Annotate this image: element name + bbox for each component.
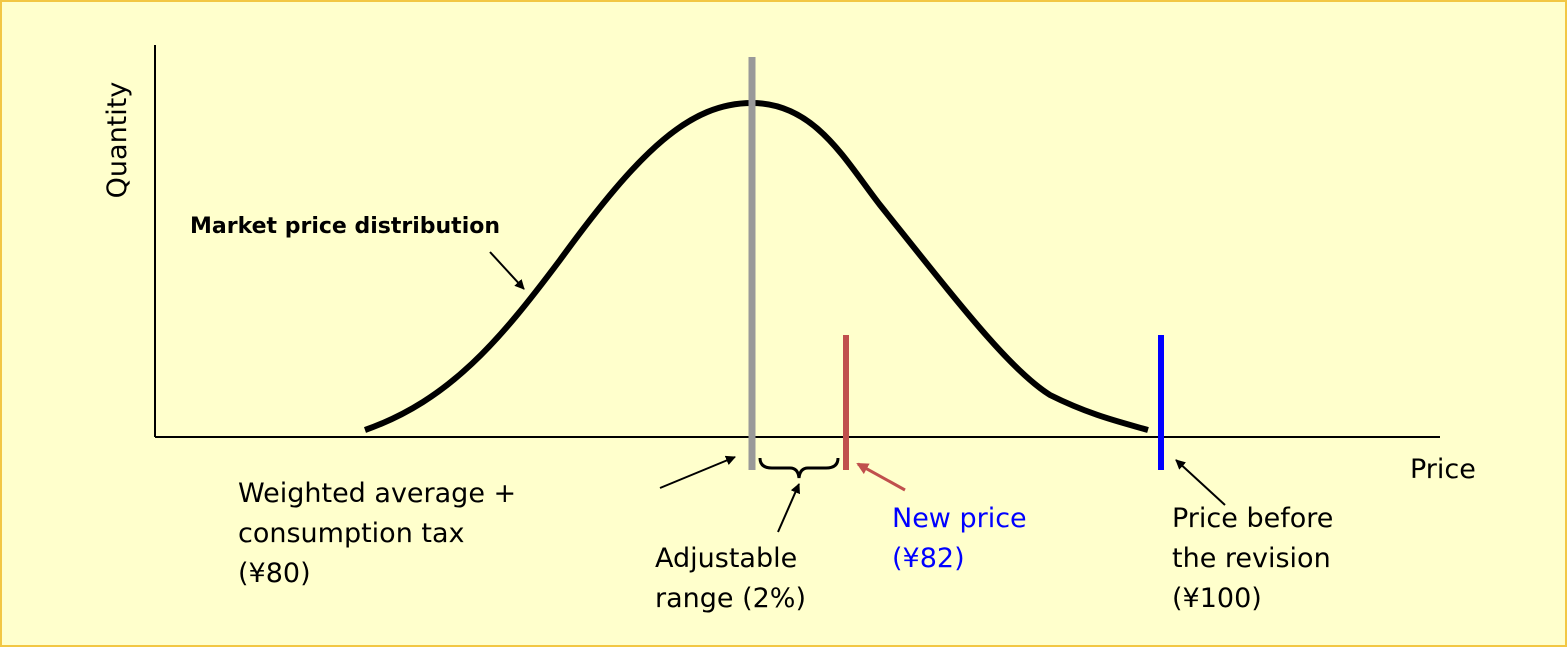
arrow	[659, 455, 736, 489]
x-axis-label: Price	[1410, 454, 1476, 485]
y-axis-label: Quantity	[102, 82, 133, 199]
annotation-line: New price	[892, 503, 1027, 534]
annotation-line: (¥100)	[1172, 583, 1262, 614]
arrow	[489, 251, 525, 290]
annotation: Adjustable range (2%)	[655, 543, 806, 614]
arrow	[1175, 459, 1226, 506]
curve-label: Market price distribution	[190, 214, 500, 239]
distribution-curve	[364, 99, 1149, 433]
annotation-line: the revision	[1172, 543, 1331, 574]
annotation: New price (¥82)	[892, 503, 1035, 574]
annotation: Price before the revision (¥100)	[1172, 503, 1342, 614]
annotation-line: Adjustable	[655, 543, 797, 574]
range-brace	[758, 457, 840, 479]
annotation-line: Price before	[1172, 503, 1333, 534]
annotation-line: Weighted average +	[238, 478, 516, 509]
annotation-line: consumption tax	[238, 518, 465, 549]
arrow	[777, 483, 800, 533]
arrow	[856, 462, 906, 492]
annotation-line: range (2%)	[655, 583, 806, 614]
annotation-line: (¥80)	[238, 558, 311, 589]
annotation-line: (¥82)	[892, 543, 965, 574]
annotation: Weighted average + consumption tax (¥80)	[238, 478, 525, 589]
